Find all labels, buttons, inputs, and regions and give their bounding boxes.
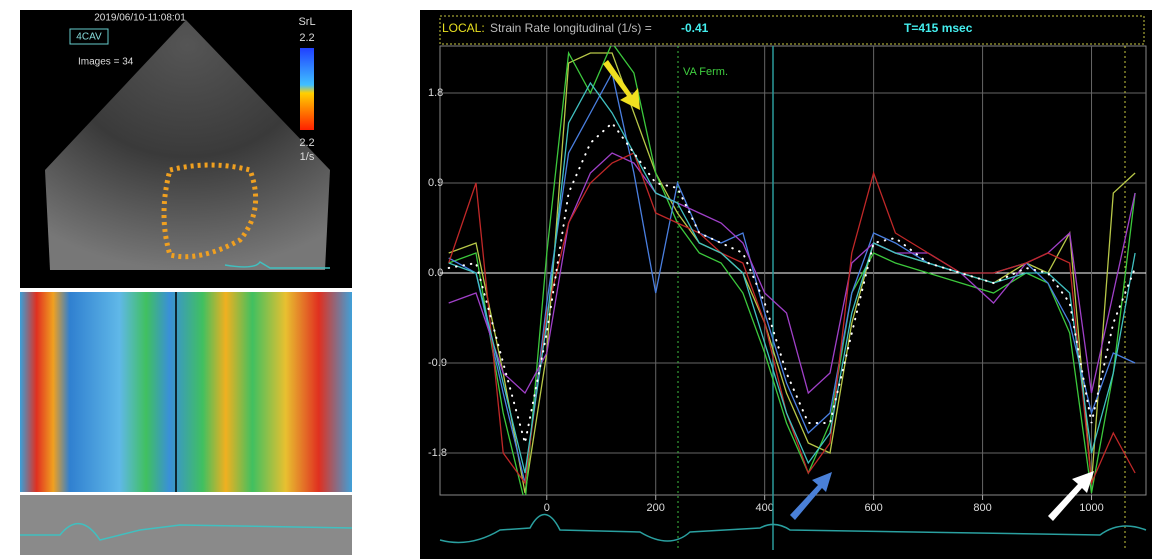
x-tick-label: 1000 [1079, 502, 1103, 514]
x-tick-label: 600 [864, 502, 882, 514]
echo-images: Images = 34 [78, 57, 134, 68]
scale-min: 2.2 [299, 137, 314, 149]
header-value: -0.41 [681, 21, 709, 35]
header-time: T=415 msec [904, 21, 973, 35]
chart-bg [420, 10, 1152, 559]
annotation: VA Ferm. [683, 66, 728, 78]
header-measure: Strain Rate longitudinal (1/s) = [490, 21, 652, 35]
scale-max: 2.2 [299, 32, 314, 44]
x-tick-label: 400 [755, 502, 773, 514]
x-tick-label: 200 [647, 502, 665, 514]
color-mmode [20, 292, 352, 492]
header-local: LOCAL: [442, 21, 485, 35]
echo-date: 2019/06/10-11:08:01 [94, 13, 186, 24]
echo-view: 4CAV [76, 32, 102, 43]
x-tick-label: 0 [544, 502, 550, 514]
color-bar [300, 48, 314, 130]
scale-unit: 1/s [300, 151, 315, 163]
page: {"echo_panel": {"date": "2019/06/10-11:0… [0, 0, 1152, 559]
screen: 2019/06/10-11:08:01 4CAV Images = 34 SrL… [0, 0, 1152, 559]
x-tick-label: 800 [973, 502, 991, 514]
scale-name: SrL [298, 16, 315, 28]
